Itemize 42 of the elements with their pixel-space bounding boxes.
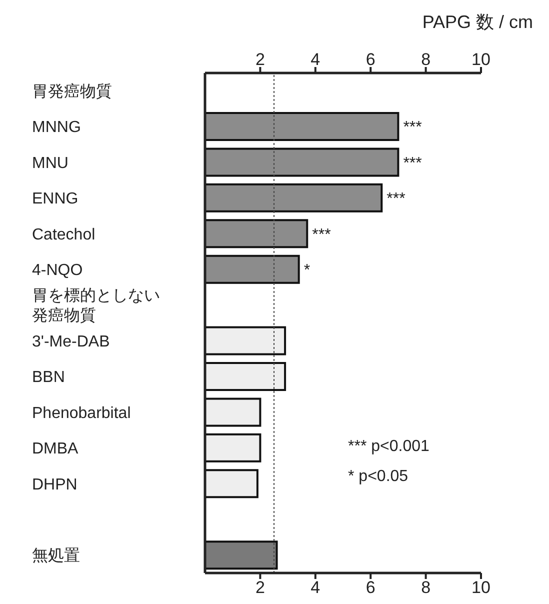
bar <box>205 112 400 141</box>
bar <box>205 433 262 462</box>
x2-axis-title: PAPG 数 / cm <box>422 11 533 34</box>
y-tick-label: Phenobarbital <box>32 404 131 422</box>
y-tick-label: 無処置 <box>32 548 80 565</box>
y-tick-label: Catechol <box>32 226 96 244</box>
bar <box>205 398 262 427</box>
x-tick-label: 4 <box>310 578 320 598</box>
y-tick-label: DHPN <box>32 476 78 494</box>
x-tick-label: 8 <box>421 578 431 598</box>
annotation: *** p<0.001 <box>348 438 430 456</box>
y-tick-label: MNU <box>32 154 68 172</box>
x-tick-label: 10 <box>472 578 490 598</box>
y-tick-label: MNNG <box>32 119 81 136</box>
x2-tick-label: 6 <box>366 50 376 69</box>
data-label: * <box>304 262 310 280</box>
annotation: * p<0.05 <box>348 468 408 486</box>
data-label: *** <box>312 226 331 244</box>
x-tick-label: 2 <box>255 578 265 598</box>
data-label: *** <box>403 154 422 172</box>
bar <box>205 326 286 356</box>
y-tick-label: BBN <box>32 369 65 386</box>
x2-tick-label: 8 <box>421 50 431 69</box>
y-tick-label: 3'-Me-DAB <box>32 333 110 350</box>
data-label: *** <box>403 119 422 136</box>
bar <box>205 183 383 212</box>
x2-tick-label: 4 <box>310 50 320 69</box>
bar <box>205 219 308 248</box>
y-tick-label: ENNG <box>32 190 78 208</box>
y-tick-label: 胃発癌物質 <box>32 82 112 100</box>
x-tick-label: 6 <box>366 578 376 598</box>
x2-tick-label: 2 <box>255 50 265 69</box>
y-tick-label: 胃を標的としない発癌物質 <box>32 286 160 325</box>
data-label: *** <box>386 190 406 208</box>
x2-tick-label: 10 <box>472 50 490 69</box>
bar <box>205 254 300 284</box>
y-tick-label: DMBA <box>32 440 79 458</box>
bar <box>205 540 278 570</box>
y-tick-label: 4-NQO <box>32 262 83 280</box>
bar <box>205 362 286 391</box>
bar <box>205 469 258 498</box>
bar <box>205 148 400 177</box>
